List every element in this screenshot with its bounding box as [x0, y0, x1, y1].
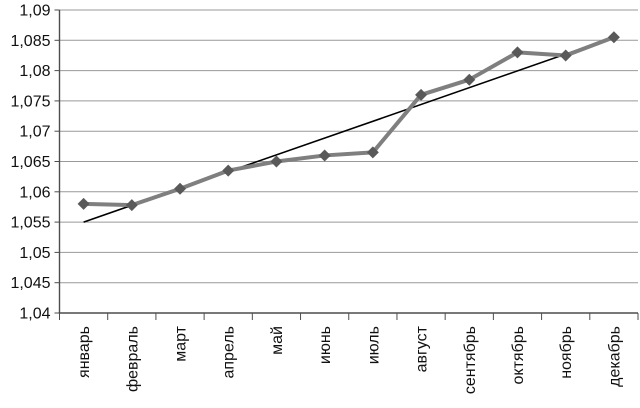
x-tick-label: май — [269, 326, 286, 355]
y-tick-label: 1,08 — [19, 63, 50, 80]
data-series-line — [81, 35, 616, 208]
x-tick-label: январь — [76, 326, 93, 378]
data-point-marker — [77, 197, 90, 210]
x-tick-label: июнь — [317, 326, 334, 364]
y-axis: 1,09 1,085 1,08 1,075 1,07 1,065 1,06 1,055 1,05… — [10, 3, 61, 323]
y-tick-label: 1,05 — [19, 245, 50, 262]
x-tick-label: ноябрь — [558, 326, 575, 379]
x-tick-label: декабрь — [606, 326, 623, 387]
x-tick-label: апрель — [221, 326, 238, 379]
y-tick-label: 1,045 — [10, 275, 50, 292]
data-point-marker — [318, 149, 331, 162]
x-tick-label: октябрь — [510, 326, 527, 384]
data-point-marker — [463, 73, 476, 86]
x-tick-label: март — [173, 325, 190, 361]
y-tick-label: 1,04 — [19, 306, 50, 323]
y-tick-label: 1,06 — [19, 184, 50, 201]
data-point-marker — [366, 146, 379, 159]
data-point-marker — [222, 164, 235, 177]
x-tick-label: февраль — [124, 326, 141, 392]
y-tick-label: 1,07 — [19, 124, 50, 141]
x-tick-label: август — [414, 325, 431, 372]
data-point-marker — [125, 199, 138, 212]
y-tick-label: 1,09 — [19, 3, 50, 20]
y-tick-label: 1,075 — [10, 93, 50, 110]
y-tick-label: 1,065 — [10, 154, 50, 171]
y-tick-label: 1,085 — [10, 33, 50, 50]
x-axis: январь февраль март апрель май июнь июль август… — [58, 312, 639, 394]
data-point-marker — [511, 46, 524, 59]
y-tick-label: 1,055 — [10, 215, 50, 232]
data-point-markers — [77, 31, 620, 212]
x-tick-label: сентябрь — [462, 326, 479, 394]
data-point-marker — [174, 182, 187, 195]
data-point-marker — [415, 88, 428, 101]
data-point-marker — [607, 31, 620, 44]
data-point-marker — [270, 155, 283, 168]
data-point-marker — [559, 49, 572, 62]
x-tick-label: июль — [365, 326, 382, 364]
